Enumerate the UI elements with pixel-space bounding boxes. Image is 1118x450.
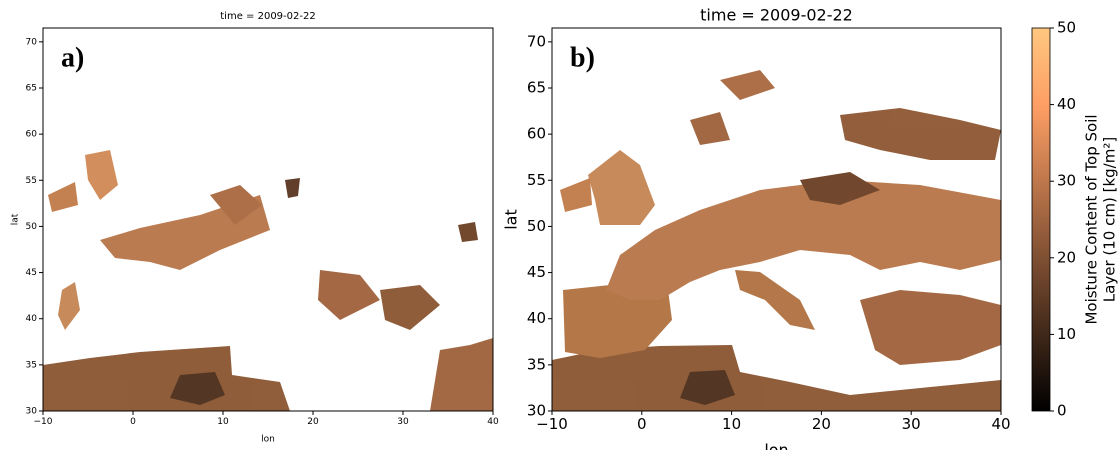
x-axis-label: lon [261, 435, 275, 445]
x-tick-label: 0 [130, 417, 136, 427]
y-tick-label: 65 [527, 78, 546, 96]
panel: time = 2009-02-22 a) −10 0 10 20 30 40 30 35 40 45 5… [11, 11, 499, 445]
x-tick-label: −10 [536, 415, 568, 433]
panel-label: b) [570, 42, 595, 73]
map-patches-b [552, 70, 1001, 411]
y-tick-label: 45 [527, 263, 546, 281]
y-axis-label: lat [502, 209, 521, 230]
x-tick-label: 20 [307, 417, 319, 427]
x-tick-label: 40 [991, 415, 1010, 433]
y-tick-label: 35 [26, 360, 37, 370]
chart-title: time = 2009-02-22 [220, 11, 315, 22]
colorbar-tick-label: 10 [1057, 325, 1076, 343]
y-tick-label: 70 [26, 37, 38, 47]
y-tick-label: 30 [26, 407, 38, 417]
y-tick-label: 35 [527, 355, 546, 373]
colorbar-tick-label: 0 [1057, 402, 1067, 420]
y-tick-label: 65 [26, 83, 37, 93]
y-tick-label: 55 [527, 171, 546, 189]
y-tick-label: 60 [26, 130, 38, 140]
colorbar-tick-label: 30 [1057, 172, 1076, 190]
y-tick-label: 70 [527, 32, 546, 50]
chart-title: time = 2009-02-22 [700, 6, 853, 25]
y-axis-label: lat [11, 213, 21, 225]
colorbar-label: Moisture Content of Top Soil [1083, 114, 1101, 324]
y-tick-label: 50 [527, 217, 546, 235]
y-tick-label: 30 [527, 402, 546, 420]
x-tick-label: 10 [722, 415, 741, 433]
x-tick-label: −10 [34, 417, 53, 427]
x-axis-label: lon [764, 441, 788, 450]
colorbar [1031, 27, 1051, 412]
colorbar-tick-label: 40 [1057, 95, 1076, 113]
y-tick-label: 45 [26, 268, 37, 278]
x-tick-label: 20 [812, 415, 831, 433]
panel-label: a) [61, 42, 84, 73]
y-tick-label: 40 [527, 309, 546, 327]
x-tick-label: 10 [217, 417, 229, 427]
colorbar-tick-label: 50 [1057, 19, 1076, 37]
x-tick-label: 0 [637, 415, 647, 433]
map-patches-a [43, 150, 493, 411]
plot-frame [551, 27, 1002, 412]
y-tick-label: 40 [26, 314, 38, 324]
colorbar-tick-label: 20 [1057, 248, 1076, 266]
colorbar-label: Layer (10 cm) [kg/m²] [1101, 137, 1118, 302]
y-tick-label: 60 [527, 125, 546, 143]
plot-frame [42, 27, 494, 412]
x-tick-label: 30 [397, 417, 409, 427]
panel: time = 2009-02-22 b) −10 0 10 20 30 40 30 35 40 45 5… [502, 6, 1118, 450]
x-tick-label: 30 [902, 415, 921, 433]
y-tick-label: 50 [26, 222, 38, 232]
y-tick-label: 55 [26, 176, 37, 186]
x-tick-label: 40 [487, 417, 499, 427]
